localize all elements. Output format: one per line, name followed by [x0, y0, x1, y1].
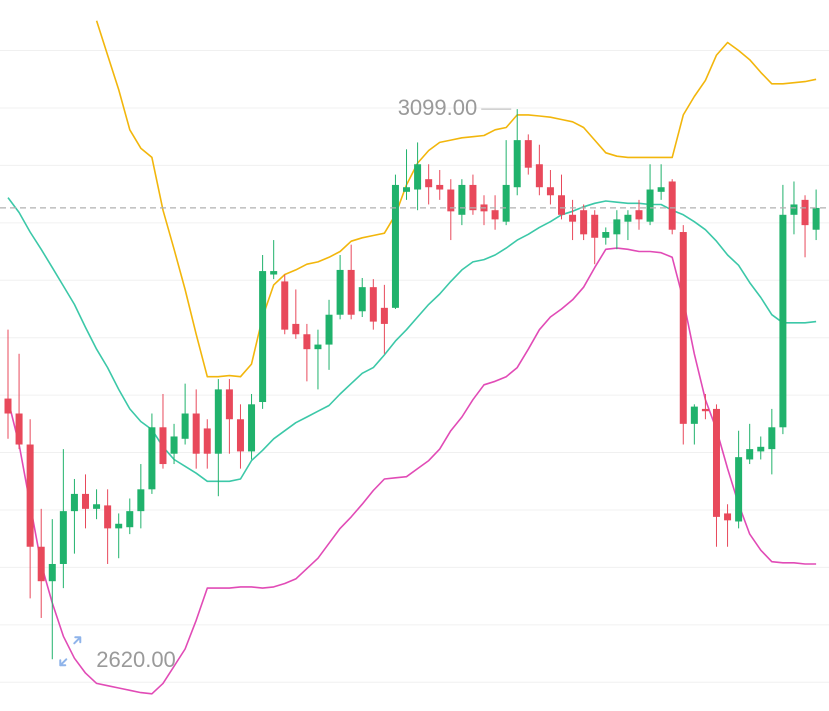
candle-body	[458, 184, 466, 215]
candle-body	[524, 140, 532, 168]
swap-arrow	[59, 658, 68, 667]
candle-body	[170, 436, 178, 454]
candle-body	[812, 207, 820, 230]
candle-body	[70, 493, 78, 512]
candle-body	[690, 406, 698, 424]
candle-body	[347, 269, 355, 315]
bands	[7, 20, 817, 695]
candle-body	[546, 187, 554, 196]
band-line	[95, 20, 817, 378]
candle-body	[37, 546, 45, 582]
candle-body	[358, 287, 366, 312]
candle-body	[646, 189, 654, 222]
candle-body	[447, 189, 455, 212]
candle-body	[757, 446, 765, 452]
candle-body	[790, 204, 798, 215]
candle-body	[270, 271, 278, 275]
candle-body	[303, 334, 311, 350]
candle-body	[281, 281, 289, 330]
grid	[0, 50, 829, 683]
candle-body	[746, 449, 754, 460]
candle-body	[115, 523, 123, 529]
annotations: 3099.00 2620.00	[0, 95, 829, 672]
candle-body	[535, 164, 543, 188]
candle-body	[203, 428, 211, 454]
candle-body	[801, 199, 809, 226]
swap-icon	[59, 636, 82, 667]
candle-body	[236, 419, 244, 452]
candle-body	[137, 489, 145, 512]
candle-body	[425, 179, 433, 188]
candle-body	[712, 408, 720, 517]
candle-body	[314, 344, 322, 350]
annotation-label: 2620.00	[96, 647, 176, 672]
candle-body	[624, 214, 632, 222]
candle-body	[93, 504, 101, 509]
candle-body	[469, 184, 477, 211]
candle-body	[436, 184, 444, 190]
candle-body	[735, 457, 743, 522]
candle-body	[403, 187, 411, 192]
candle-body	[325, 314, 333, 345]
candle-body	[369, 287, 377, 322]
candle-body	[602, 232, 610, 238]
candle-body	[81, 493, 89, 509]
candle-body	[779, 214, 787, 428]
candle-body	[502, 184, 510, 222]
candle-body	[591, 214, 599, 238]
candle-body	[104, 505, 112, 529]
candle-body	[569, 214, 577, 222]
candle-body	[679, 232, 687, 424]
candle-body	[48, 563, 56, 582]
candle-body	[159, 427, 167, 465]
candle-body	[4, 398, 12, 414]
candle-body	[15, 413, 23, 445]
band-line	[7, 197, 817, 483]
candle-body	[513, 140, 521, 188]
candle-body	[724, 513, 732, 521]
swap-arrow	[73, 636, 82, 645]
candle-body	[391, 184, 399, 308]
candle-body	[248, 404, 256, 452]
candle-body	[491, 210, 499, 220]
candle-body	[336, 269, 344, 315]
candle-body	[292, 323, 300, 335]
candle-body	[259, 271, 267, 403]
band-line	[7, 247, 817, 695]
candle-body	[26, 444, 34, 547]
candle-body	[580, 210, 588, 235]
candle-body	[657, 187, 665, 192]
annotation-label: 3099.00	[398, 95, 478, 120]
candle-body	[558, 195, 565, 215]
candle-body	[414, 164, 422, 190]
candle-body	[192, 413, 200, 454]
candle-body	[701, 408, 709, 412]
candle-body	[148, 427, 156, 490]
candle-body	[668, 181, 676, 230]
candle-body	[126, 511, 134, 528]
candle-body	[59, 511, 67, 564]
candle-body	[380, 307, 388, 324]
candle-body	[768, 427, 776, 450]
candle-body	[613, 219, 621, 235]
candle-body	[225, 389, 233, 420]
candle-body	[635, 210, 643, 220]
candles	[4, 109, 820, 660]
candle-body	[181, 413, 189, 439]
candle-body	[214, 389, 222, 454]
